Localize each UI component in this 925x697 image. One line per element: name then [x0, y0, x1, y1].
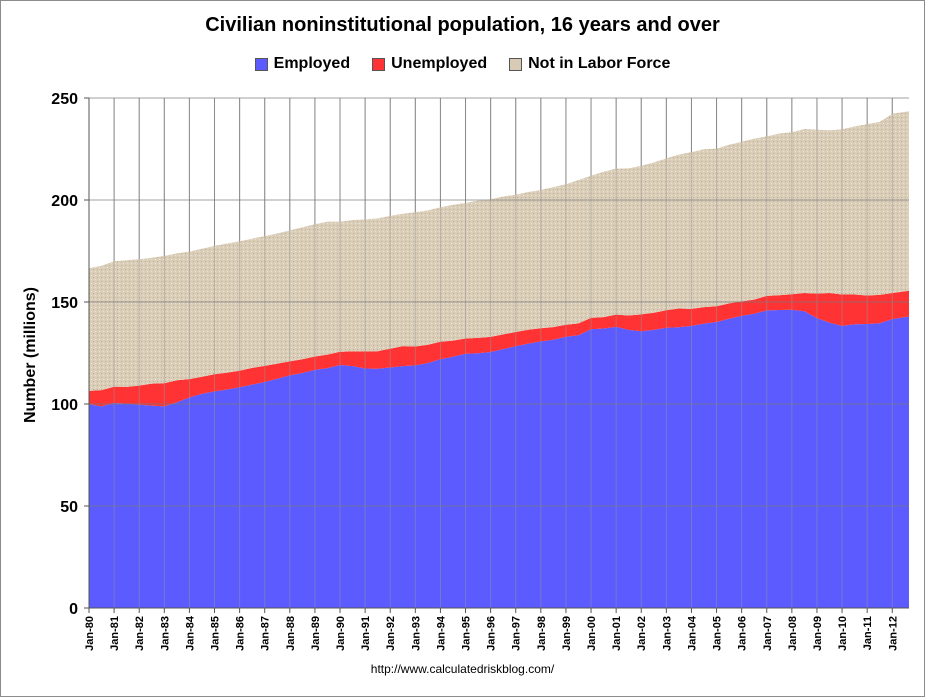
area-employed	[89, 309, 909, 608]
legend: Employed Unemployed Not in Labor Force	[0, 55, 925, 73]
y-tick-label: 200	[51, 193, 78, 210]
x-tick-label: Jan-06	[737, 616, 749, 651]
x-tick-label: Jan-85	[210, 616, 222, 651]
y-tick-label: 0	[69, 601, 78, 618]
x-tick-label: Jan-88	[285, 616, 297, 651]
x-tick-label: Jan-00	[586, 616, 598, 651]
x-tick-label: Jan-03	[661, 616, 673, 651]
area-unemployed	[89, 290, 909, 407]
x-tick-label: Jan-02	[636, 616, 648, 651]
x-tick-label: Jan-99	[561, 616, 573, 651]
legend-label-not-in-labor-force: Not in Labor Force	[528, 55, 671, 72]
x-tick-label: Jan-80	[84, 616, 96, 651]
legend-swatch-not-in-labor-force	[509, 57, 523, 71]
x-tick-label: Jan-90	[335, 616, 347, 651]
legend-swatch-employed	[254, 57, 268, 71]
x-tick-label: Jan-82	[134, 616, 146, 651]
y-tick-label: 50	[60, 499, 78, 516]
x-tick-label: Jan-95	[461, 616, 473, 651]
x-tick-label: Jan-89	[310, 616, 322, 651]
x-tick-label: Jan-11	[862, 616, 874, 650]
x-tick-label: Jan-97	[511, 616, 523, 651]
x-tick-label: Jan-92	[385, 616, 397, 651]
x-tick-label: Jan-07	[762, 616, 774, 651]
x-tick-label: Jan-87	[260, 616, 272, 651]
y-tick-label: 250	[51, 91, 78, 108]
x-tick-label: Jan-12	[887, 616, 899, 651]
x-tick-label: Jan-01	[611, 616, 623, 651]
x-tick-label: Jan-04	[686, 615, 698, 651]
source-url: http://www.calculatedriskblog.com/	[370, 662, 555, 676]
y-tick-label: 100	[51, 397, 78, 414]
legend-item-unemployed: Unemployed	[372, 55, 487, 73]
x-tick-label: Jan-94	[435, 615, 447, 651]
x-tick-label: Jan-83	[159, 616, 171, 651]
chart-title: Civilian noninstitutional population, 16…	[205, 14, 720, 36]
x-tick-label: Jan-10	[837, 616, 849, 651]
legend-label-employed: Employed	[273, 55, 351, 72]
y-tick-label: 150	[51, 295, 78, 312]
x-tick-label: Jan-05	[712, 616, 724, 651]
x-tick-label: Jan-91	[360, 616, 372, 651]
legend-label-unemployed: Unemployed	[391, 55, 488, 72]
area-not-in-labor-force	[89, 111, 909, 391]
x-tick-label: Jan-96	[486, 616, 498, 651]
legend-swatch-unemployed	[372, 57, 386, 71]
x-tick-label: Jan-84	[184, 615, 196, 651]
x-tick-label: Jan-09	[812, 616, 824, 651]
x-tick-label: Jan-86	[235, 616, 247, 651]
x-tick-label: Jan-08	[787, 616, 799, 651]
x-tick-label: Jan-81	[109, 616, 121, 651]
legend-item-not-in-labor-force: Not in Labor Force	[509, 55, 670, 73]
x-tick-label: Jan-98	[536, 616, 548, 651]
x-tick-label: Jan-93	[410, 616, 422, 651]
legend-item-employed: Employed	[254, 55, 351, 73]
